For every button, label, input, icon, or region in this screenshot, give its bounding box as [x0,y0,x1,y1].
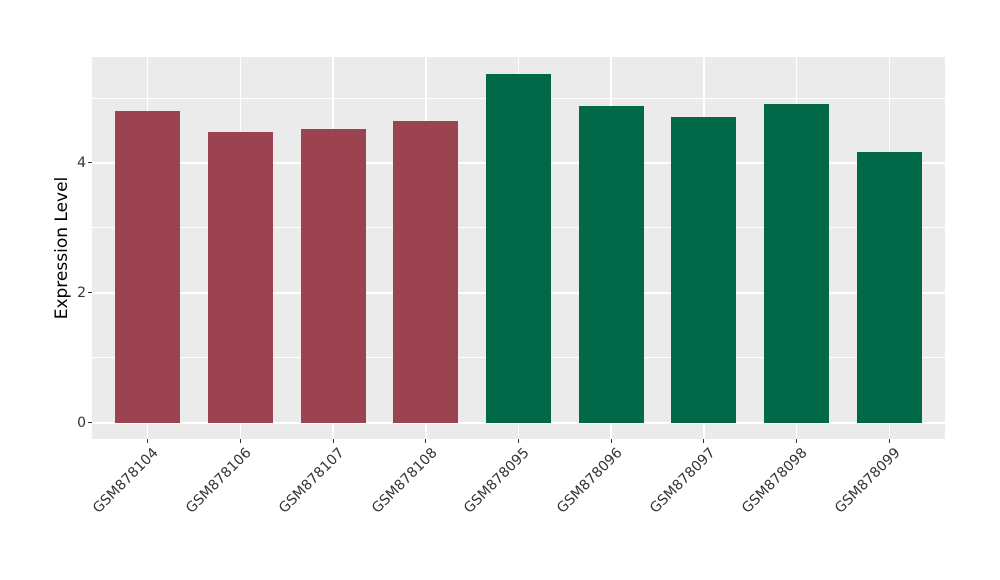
x-tick-mark [703,439,705,443]
bar-GSM878108 [393,121,459,423]
y-axis-title: Expression Level [52,176,72,320]
x-tick-label-GSM878099: GSM878099 [832,445,904,517]
y-tick-mark [88,162,92,164]
x-tick-mark [518,439,519,443]
x-tick-mark [425,439,427,443]
x-tick-label-GSM878098: GSM878098 [739,445,811,517]
x-tick-mark [239,439,241,443]
bar-GSM878096 [578,106,644,423]
y-tick-mark [88,292,92,294]
x-tick-label-GSM878104: GSM878104 [90,445,162,517]
y-tick-label: 2 [77,284,86,301]
x-tick-mark [332,439,334,443]
x-tick-label-GSM878095: GSM878095 [461,445,533,517]
bar-GSM878098 [764,103,830,423]
y-tick-mark [88,422,92,424]
x-tick-mark [147,439,149,443]
y-tick-label: 4 [77,154,86,171]
bar-GSM878104 [115,110,181,423]
x-tick-label-GSM878107: GSM878107 [275,445,348,517]
x-tick-mark [796,439,798,443]
x-tick-mark [888,439,890,443]
plot-area [92,57,945,439]
x-tick-label-GSM878108: GSM878108 [368,445,441,517]
bar-GSM878099 [856,151,922,423]
x-tick-label-GSM878097: GSM878097 [646,445,719,517]
bar-GSM878097 [671,117,737,423]
x-tick-label-GSM878106: GSM878106 [183,445,255,517]
y-tick-label: 0 [77,414,86,431]
x-tick-label-GSM878096: GSM878096 [553,445,626,517]
bar-GSM878106 [207,132,273,423]
bar-GSM878095 [486,73,551,423]
bar-GSM878107 [300,129,366,423]
x-tick-mark [610,439,612,443]
